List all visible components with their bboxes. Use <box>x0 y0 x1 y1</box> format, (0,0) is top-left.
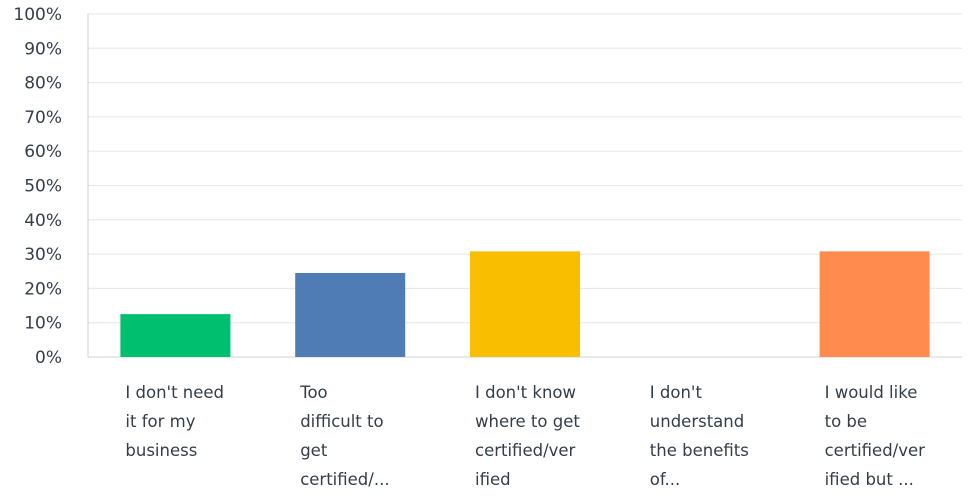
y-tick-label: 10% <box>24 314 62 334</box>
y-tick-label: 40% <box>24 211 62 231</box>
x-category-label: I would like to be certified/ver ified but … <box>825 383 926 489</box>
y-tick-label: 20% <box>24 279 62 299</box>
bar <box>120 314 231 357</box>
y-tick-label: 80% <box>24 74 62 94</box>
y-tick-label: 100% <box>13 5 62 25</box>
y-tick-label: 90% <box>24 39 62 59</box>
bar <box>819 251 930 357</box>
y-tick-label: 0% <box>35 348 62 368</box>
bar <box>470 251 580 357</box>
y-axis: 0% 10% 20% 30% 40% 50% 60% 70% 80% 90% 100% <box>13 5 62 368</box>
bars <box>120 251 930 357</box>
x-category-label: I don't need it for my business <box>125 383 224 460</box>
y-tick-label: 70% <box>24 108 62 128</box>
x-axis: I don't need it for my business Too difficul… <box>125 383 925 489</box>
x-category-label: Too difficult to get certified/... <box>299 383 389 489</box>
bar <box>295 272 406 357</box>
y-tick-label: 50% <box>24 177 62 197</box>
x-category-label: I don't understand the benefits of... <box>650 383 749 489</box>
gridlines <box>87 13 962 358</box>
y-tick-label: 30% <box>24 245 62 265</box>
y-tick-label: 60% <box>24 142 62 162</box>
x-category-label: I don't know where to get certified/ver ifi… <box>475 383 580 489</box>
